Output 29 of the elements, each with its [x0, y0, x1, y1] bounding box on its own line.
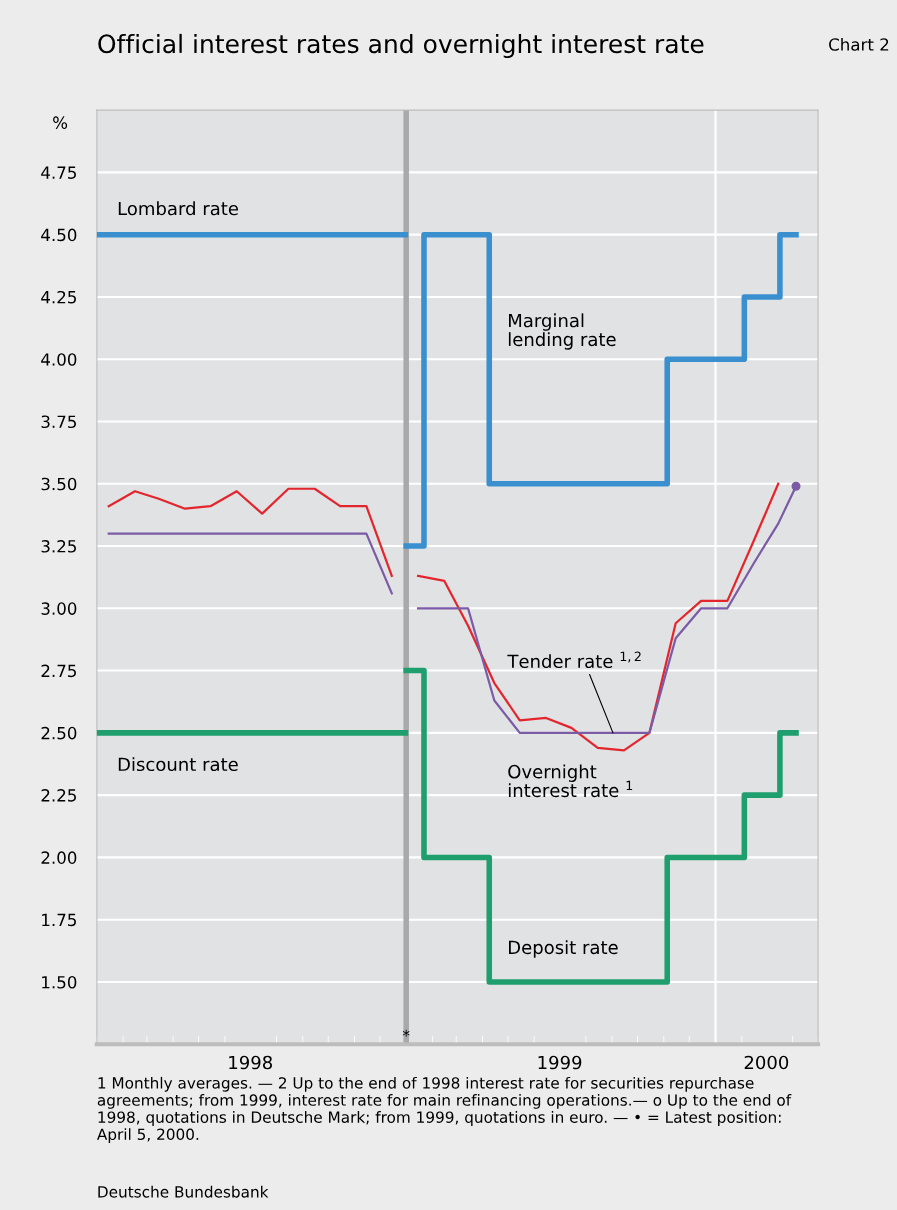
y-tick-label: 4.00: [41, 353, 77, 366]
y-tick-label: 2.75: [41, 664, 76, 678]
chart-title: Official interest rates and overnight interest rate: [98, 33, 704, 59]
text: 1 Monthly averages. — 2 Up to the end of 1998 interest rate for securities repurchase agreements; from 1999, interest rate for main refinancing operations.— o Up to the end of 1998, quotations in Deutsche Mark; from 1999, quotations in euro. — • = Latest position: April 5, 2000.: [97, 1076, 792, 1144]
y-tick-label: 4.75: [41, 166, 76, 179]
series-label: Deposit rate: [509, 940, 618, 958]
y-tick-label: 2.25: [41, 789, 76, 802]
series-label: Lombard rate: [118, 201, 238, 216]
y-axis-title: %: [53, 116, 68, 129]
series-label: Overnight interest rate $^{1}$: [508, 764, 633, 798]
ref-line-label: *: [402, 1029, 410, 1037]
x-tick-label: 1998: [229, 1055, 273, 1070]
series-label: Marginal lending rate: [508, 313, 616, 350]
text: Deutsche Bundesbank: [98, 1185, 269, 1198]
series-label: Discount rate: [118, 757, 238, 772]
y-tick-label: 4.25: [41, 290, 76, 304]
x-tick-label: 2000: [744, 1055, 789, 1070]
y-tick-label: 3.25: [41, 539, 76, 553]
y-tick-label: 3.50: [41, 477, 77, 491]
y-tick-label: 1.50: [42, 975, 77, 989]
y-tick-label: 3.75: [41, 415, 76, 429]
y-tick-label: 2.00: [41, 851, 77, 864]
y-tick-label: 4.50: [41, 228, 77, 242]
annotation: Tender rate $^{1,2}$: [507, 651, 641, 669]
text: Chart 2: [829, 37, 889, 51]
x-tick-label: 1999: [538, 1055, 582, 1070]
y-tick-label: 2.50: [41, 726, 77, 740]
y-tick-label: 1.75: [42, 913, 76, 927]
y-tick-label: 3.00: [41, 602, 77, 615]
